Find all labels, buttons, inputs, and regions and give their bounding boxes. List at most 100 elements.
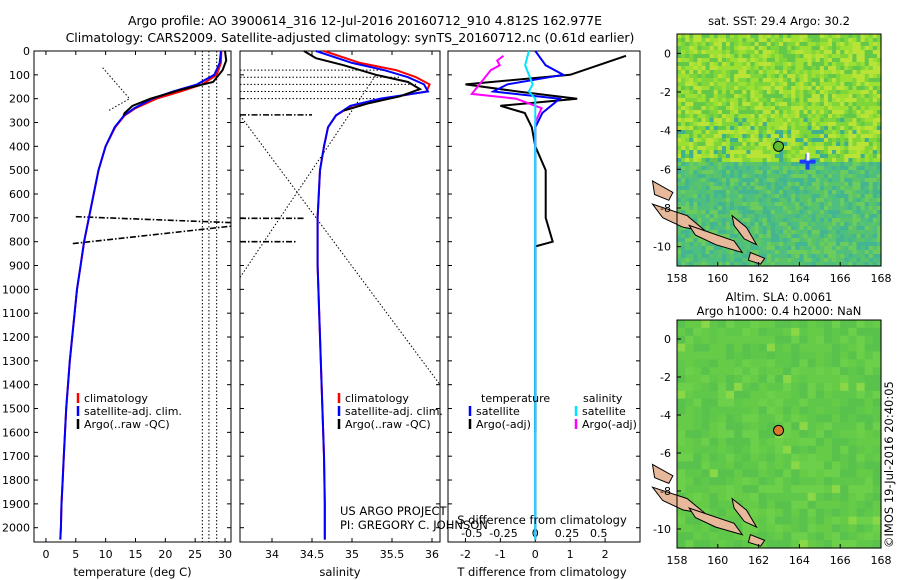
map-cell — [823, 166, 829, 171]
map-cell — [860, 250, 866, 255]
map-cell — [734, 102, 739, 107]
map-cell — [840, 477, 849, 486]
map-cell — [758, 182, 764, 187]
map-cell — [726, 178, 731, 183]
map-cell — [860, 194, 866, 199]
map-cell — [856, 327, 866, 337]
map-cell — [774, 214, 780, 219]
map-cell — [677, 532, 686, 541]
map-cell — [685, 477, 694, 486]
map-cell — [872, 254, 878, 259]
map-cell — [701, 98, 707, 103]
map-cell — [856, 78, 862, 83]
map-cell — [750, 166, 756, 171]
map-cell — [860, 190, 866, 195]
map-cell — [791, 532, 800, 541]
map-cell — [774, 62, 780, 67]
map-cell — [701, 162, 707, 167]
map-cell — [758, 126, 764, 131]
map-cell — [779, 130, 784, 135]
map-cell — [713, 202, 719, 207]
map-cell — [876, 130, 882, 135]
map-cell — [766, 118, 772, 123]
map-cell — [791, 94, 796, 99]
map-cell — [799, 493, 809, 502]
map-cell — [742, 166, 747, 171]
map-cell — [701, 58, 707, 63]
map-cell — [787, 150, 792, 155]
map-cell — [746, 38, 752, 43]
map-cell — [685, 461, 694, 470]
map-cell — [791, 98, 796, 103]
map-cell — [791, 202, 796, 207]
map-cell — [840, 50, 845, 55]
map-cell — [689, 262, 694, 267]
map-cell — [721, 186, 727, 191]
map-cell — [730, 218, 735, 223]
map-cell — [677, 126, 682, 131]
map-cell — [832, 142, 837, 147]
map-cell — [681, 166, 686, 171]
map-cell — [685, 250, 690, 255]
map-cell — [677, 46, 682, 51]
map-cell — [709, 194, 715, 199]
sst-map-x-tick-label: 166 — [830, 272, 851, 285]
map-cell — [717, 166, 723, 171]
map-cell — [770, 246, 776, 251]
map-cell — [807, 198, 813, 203]
map-cell — [754, 146, 760, 151]
map-cell — [852, 134, 858, 139]
map-cell — [787, 154, 792, 159]
map-cell — [709, 222, 715, 227]
map-cell — [681, 198, 686, 203]
map-cell — [828, 82, 833, 87]
map-cell — [693, 430, 703, 439]
map-cell — [783, 86, 788, 91]
map-cell — [856, 82, 862, 87]
map-cell — [876, 234, 882, 239]
map-cell — [774, 437, 784, 447]
map-cell — [783, 477, 792, 486]
map-cell — [864, 74, 870, 79]
map-cell — [701, 238, 707, 243]
map-cell — [726, 94, 731, 99]
map-cell — [726, 42, 731, 47]
map-cell — [864, 202, 870, 207]
map-cell — [730, 210, 735, 215]
map-cell — [746, 186, 752, 191]
map-cell — [677, 170, 682, 175]
map-cell — [770, 90, 776, 95]
map-cell — [717, 351, 727, 360]
map-cell — [803, 222, 809, 227]
map-cell — [787, 118, 792, 123]
map-cell — [746, 58, 752, 63]
map-cell — [832, 46, 837, 51]
map-cell — [787, 234, 792, 239]
map-cell — [864, 226, 870, 231]
map-cell — [693, 242, 698, 247]
map-cell — [738, 70, 743, 75]
map-cell — [864, 174, 870, 179]
map-cell — [864, 206, 870, 211]
map-cell — [766, 66, 772, 71]
map-cell — [693, 86, 698, 91]
map-cell — [848, 62, 854, 67]
map-cell — [717, 98, 723, 103]
map-cell — [840, 437, 849, 447]
map-cell — [783, 445, 792, 455]
map-cell — [734, 469, 743, 478]
map-cell — [836, 98, 841, 103]
map-cell — [705, 170, 711, 175]
map-cell — [774, 238, 780, 243]
map-cell — [774, 242, 780, 247]
depth-tick-label: 1100 — [2, 307, 30, 320]
map-cell — [738, 218, 743, 223]
map-cell — [795, 174, 800, 179]
map-cell — [677, 86, 682, 91]
map-cell — [799, 218, 805, 223]
map-cell — [677, 524, 686, 533]
map-cell — [872, 126, 878, 131]
map-cell — [709, 218, 715, 223]
map-cell — [726, 38, 731, 43]
map-cell — [876, 98, 882, 103]
